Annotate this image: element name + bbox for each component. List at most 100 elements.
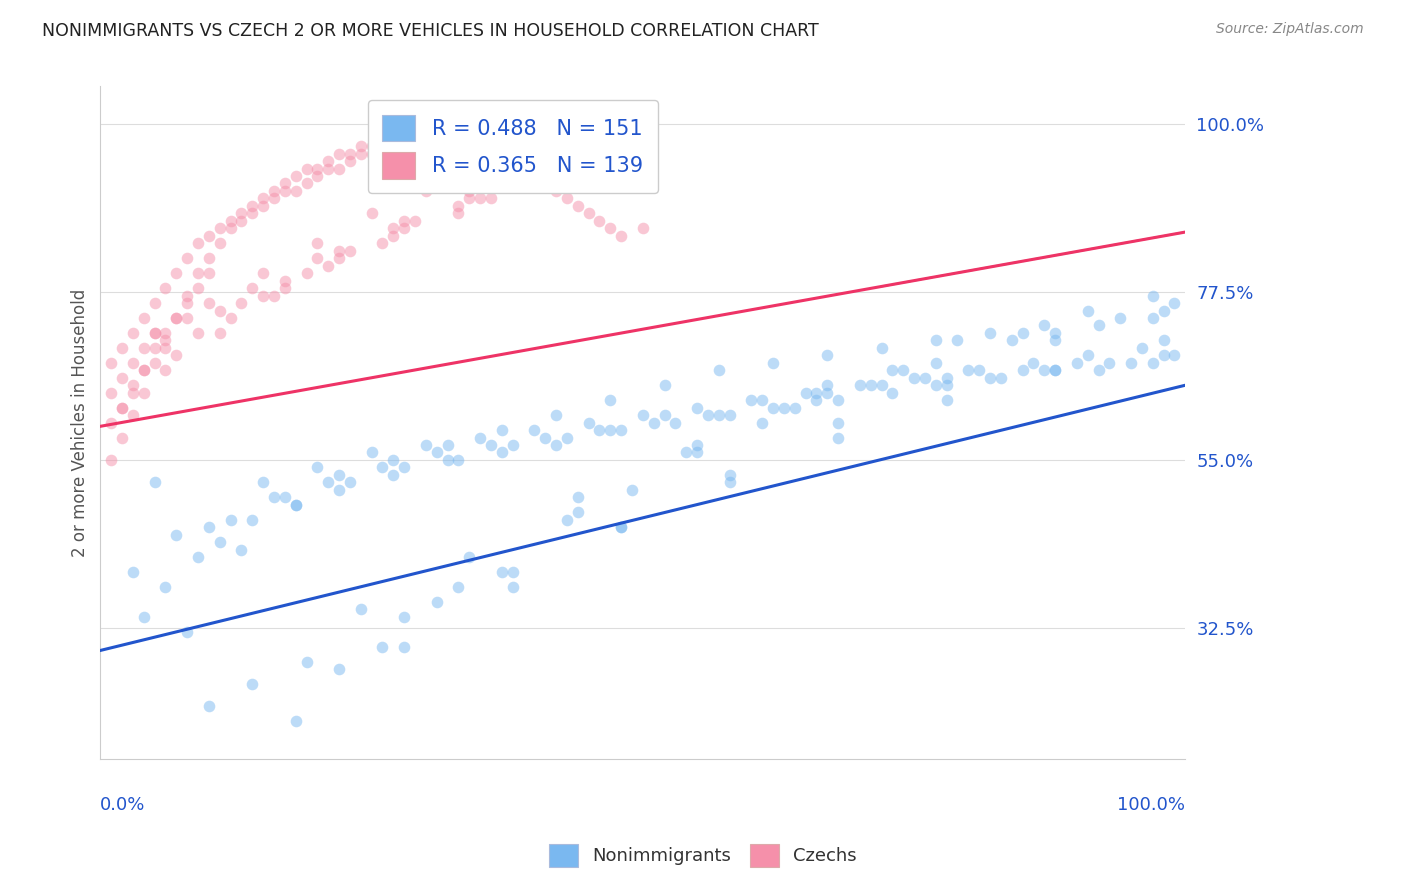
Point — [360, 139, 382, 153]
Point — [458, 117, 481, 131]
Point — [555, 191, 578, 205]
Point — [458, 550, 481, 565]
Text: NONIMMIGRANTS VS CZECH 2 OR MORE VEHICLES IN HOUSEHOLD CORRELATION CHART: NONIMMIGRANTS VS CZECH 2 OR MORE VEHICLE… — [42, 22, 818, 40]
Point — [284, 714, 307, 729]
Point — [328, 662, 350, 676]
Point — [827, 393, 849, 408]
Point — [610, 146, 633, 161]
Point — [654, 378, 676, 392]
Point — [122, 356, 145, 370]
Point — [263, 288, 285, 302]
Point — [382, 228, 405, 243]
Point — [447, 199, 470, 213]
Point — [404, 124, 426, 138]
Point — [544, 169, 567, 183]
Point — [208, 535, 231, 549]
Point — [502, 580, 524, 594]
Point — [827, 430, 849, 444]
Point — [371, 460, 394, 475]
Point — [1033, 363, 1056, 377]
Point — [718, 408, 741, 422]
Point — [882, 363, 904, 377]
Point — [240, 199, 263, 213]
Point — [686, 445, 709, 459]
Point — [307, 161, 329, 176]
Point — [468, 191, 491, 205]
Point — [578, 416, 600, 430]
Point — [231, 214, 253, 228]
Point — [967, 363, 990, 377]
Point — [100, 356, 122, 370]
Point — [621, 483, 644, 497]
Point — [208, 303, 231, 318]
Point — [664, 416, 686, 430]
Point — [328, 251, 350, 265]
Point — [1130, 341, 1153, 355]
Point — [740, 393, 762, 408]
Point — [240, 206, 263, 220]
Point — [198, 296, 221, 310]
Point — [392, 221, 415, 235]
Point — [165, 527, 187, 541]
Point — [274, 274, 297, 288]
Point — [534, 430, 557, 444]
Point — [143, 356, 166, 370]
Point — [155, 363, 177, 377]
Point — [718, 475, 741, 490]
Point — [870, 341, 893, 355]
Point — [567, 199, 589, 213]
Point — [544, 184, 567, 198]
Point — [415, 438, 437, 452]
Point — [903, 370, 925, 384]
Point — [426, 595, 449, 609]
Point — [252, 475, 274, 490]
Point — [100, 385, 122, 400]
Point — [534, 177, 557, 191]
Point — [859, 378, 882, 392]
Point — [523, 161, 546, 176]
Point — [143, 326, 166, 340]
Point — [1077, 348, 1099, 362]
Point — [392, 640, 415, 654]
Point — [111, 341, 134, 355]
Point — [882, 385, 904, 400]
Text: Source: ZipAtlas.com: Source: ZipAtlas.com — [1216, 22, 1364, 37]
Point — [328, 146, 350, 161]
Point — [263, 184, 285, 198]
Point — [371, 236, 394, 251]
Point — [946, 334, 969, 348]
Point — [263, 490, 285, 504]
Point — [925, 378, 948, 392]
Point — [231, 542, 253, 557]
Point — [491, 423, 513, 437]
Point — [143, 296, 166, 310]
Point — [122, 385, 145, 400]
Point — [176, 296, 198, 310]
Point — [1043, 363, 1066, 377]
Point — [426, 445, 449, 459]
Point — [925, 356, 948, 370]
Point — [295, 655, 318, 669]
Point — [382, 221, 405, 235]
Point — [990, 370, 1012, 384]
Point — [643, 416, 665, 430]
Point — [382, 131, 405, 145]
Point — [284, 498, 307, 512]
Point — [240, 281, 263, 295]
Point — [599, 221, 621, 235]
Point — [143, 341, 166, 355]
Point — [350, 602, 373, 616]
Point — [815, 348, 838, 362]
Point — [198, 228, 221, 243]
Point — [404, 214, 426, 228]
Point — [382, 467, 405, 482]
Point — [783, 401, 806, 415]
Point — [360, 146, 382, 161]
Point — [350, 139, 373, 153]
Point — [208, 326, 231, 340]
Point — [1043, 326, 1066, 340]
Point — [284, 184, 307, 198]
Point — [567, 490, 589, 504]
Point — [447, 453, 470, 467]
Legend: Nonimmigrants, Czechs: Nonimmigrants, Czechs — [543, 837, 863, 874]
